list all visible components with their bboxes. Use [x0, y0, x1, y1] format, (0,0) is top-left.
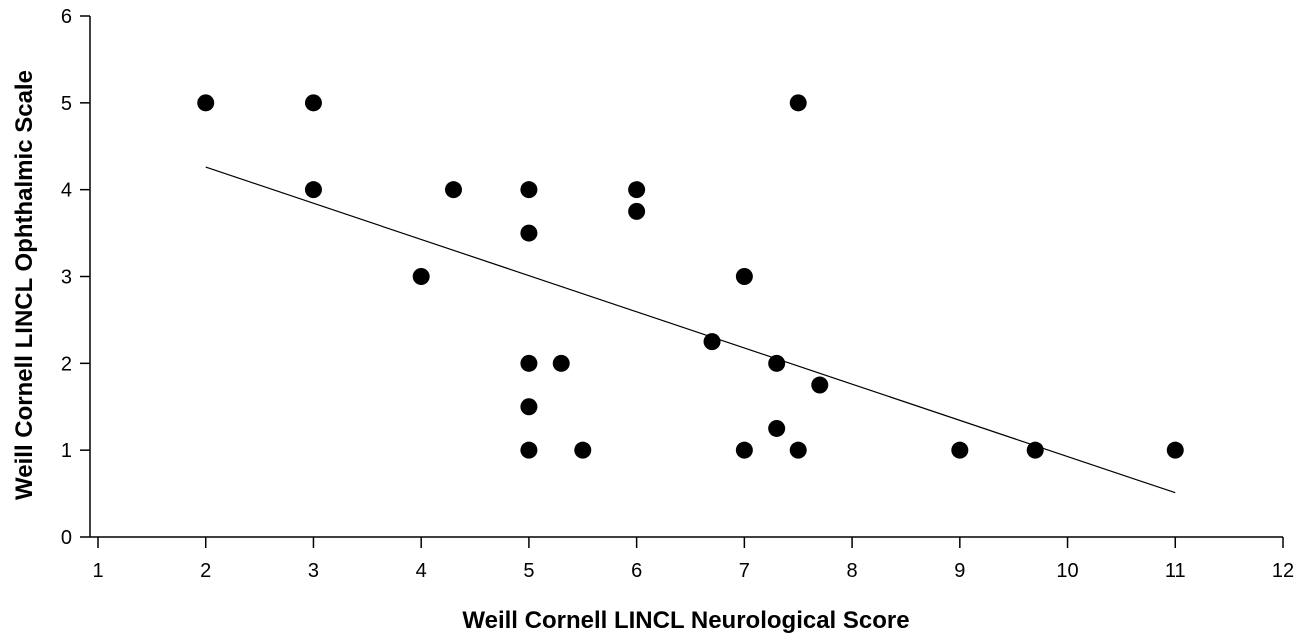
x-tick-label: 5: [523, 560, 534, 582]
data-point: [811, 376, 829, 394]
data-point: [552, 354, 570, 372]
y-tick-label: 4: [61, 180, 72, 202]
data-point: [735, 441, 753, 459]
x-tick-label: 9: [954, 560, 965, 582]
x-tick-label: 11: [1165, 560, 1186, 582]
x-tick-label: 7: [739, 560, 750, 582]
data-point: [304, 181, 322, 199]
y-tick-label: 2: [61, 353, 72, 375]
x-tick-label: 10: [1056, 560, 1078, 582]
data-point: [789, 94, 807, 112]
x-tick-label: 1: [92, 560, 103, 582]
data-point: [1026, 441, 1044, 459]
x-tick-label: 12: [1272, 560, 1294, 582]
x-axis-title: Weill Cornell LINCL Neurological Score: [462, 607, 909, 634]
y-axis-ticks: 0 1 2 3 4 5 6: [61, 6, 90, 549]
data-point: [703, 333, 721, 351]
data-point: [628, 202, 646, 220]
data-point: [1166, 441, 1184, 459]
data-point: [628, 181, 646, 199]
data-point: [735, 268, 753, 285]
y-tick-label: 6: [61, 6, 72, 28]
y-tick-label: 5: [61, 93, 72, 115]
data-point: [445, 181, 462, 199]
data-point: [304, 94, 322, 112]
data-points: [197, 94, 1184, 459]
data-point: [520, 398, 538, 416]
data-point: [520, 441, 538, 459]
data-point: [520, 354, 538, 372]
data-point: [789, 441, 807, 459]
x-tick-label: 6: [631, 560, 642, 582]
x-axis-ticks: 1 2 3 4 5 6 7 8 9 10 11 12: [92, 537, 1294, 582]
y-tick-label: 3: [61, 267, 72, 289]
data-point: [412, 268, 430, 285]
data-point: [768, 354, 786, 372]
y-tick-label: 1: [61, 440, 72, 462]
trend-line: [205, 166, 1176, 494]
x-tick-label: 4: [416, 560, 427, 582]
data-point: [768, 419, 786, 437]
y-axis-title: Weill Cornell LINCL Ophthalmic Scale: [11, 70, 38, 500]
data-point: [520, 181, 538, 199]
data-point: [574, 441, 592, 459]
x-tick-label: 3: [308, 560, 319, 582]
data-point: [951, 441, 969, 459]
y-tick-label: 0: [61, 527, 72, 549]
x-tick-label: 8: [847, 560, 858, 582]
data-point: [520, 224, 538, 242]
data-point: [197, 94, 215, 112]
x-tick-label: 2: [200, 560, 211, 582]
